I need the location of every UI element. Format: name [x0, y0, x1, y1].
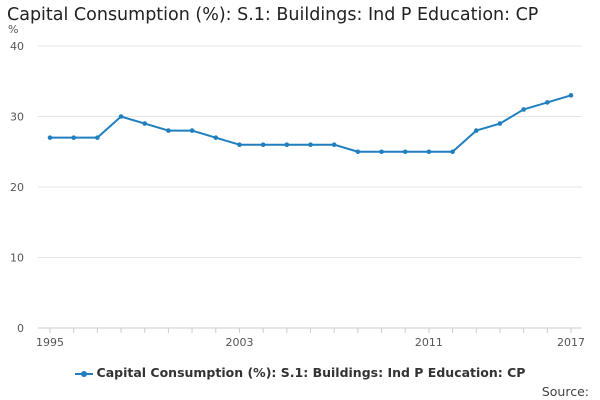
data-point [284, 142, 290, 147]
x-tick-label: 2003 [225, 336, 253, 349]
legend-label: Capital Consumption (%): S.1: Buildings:… [96, 365, 526, 380]
x-tick-label: 2017 [557, 336, 585, 349]
data-point [355, 149, 361, 155]
y-tick-label: 40 [10, 40, 24, 53]
data-point [213, 135, 219, 140]
source-label: Source: [541, 384, 589, 399]
y-axis-unit-label: % [8, 23, 19, 36]
data-point [95, 135, 100, 140]
x-tick-label: 2011 [415, 336, 443, 349]
data-point [166, 128, 171, 133]
y-tick-label: 20 [10, 181, 24, 194]
data-point [142, 121, 148, 126]
data-point [379, 149, 384, 155]
data-point [497, 121, 503, 126]
y-tick-label: 30 [10, 111, 24, 124]
data-point [450, 149, 455, 155]
data-point [545, 100, 550, 105]
data-point [426, 149, 432, 155]
data-point [47, 135, 53, 140]
data-point [568, 93, 574, 98]
data-point [473, 128, 479, 133]
data-point [308, 142, 313, 147]
data-point [237, 142, 242, 147]
data-point [402, 149, 408, 155]
data-point [71, 135, 76, 140]
x-tick-label: 1995 [36, 336, 64, 349]
y-tick-label: 0 [17, 322, 24, 335]
y-tick-label: 10 [10, 252, 24, 265]
legend[interactable]: Capital Consumption (%): S.1: Buildings:… [0, 365, 600, 380]
legend-swatch-icon [74, 369, 93, 379]
data-point [521, 107, 526, 112]
data-point [118, 114, 124, 119]
chart-title: Capital Consumption (%): S.1: Buildings:… [7, 5, 539, 25]
data-point [331, 142, 337, 147]
data-point [260, 142, 266, 147]
data-point [189, 128, 195, 133]
